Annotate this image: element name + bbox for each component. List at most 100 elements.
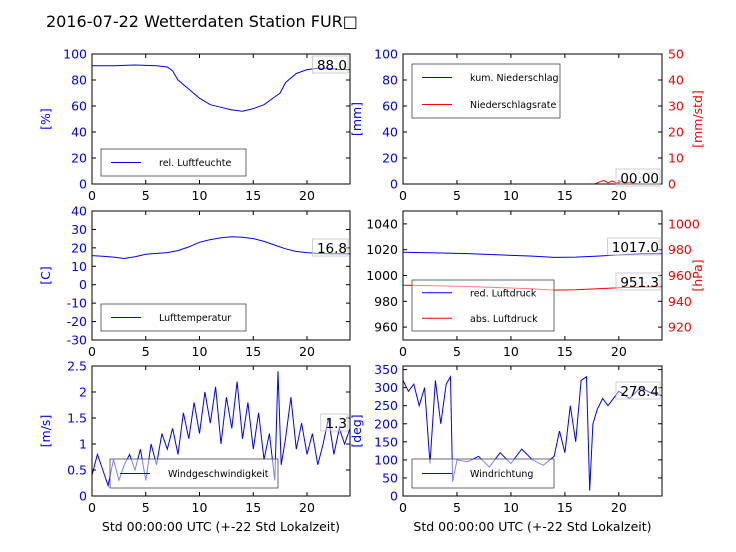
x-tick-label: 20 <box>611 500 627 515</box>
current-value: 1.3 <box>326 416 347 432</box>
y-tick-label: 100 <box>374 452 398 467</box>
y-axis-right-label: [mm/std] <box>690 90 705 148</box>
y-tick-label: 350 <box>374 362 398 377</box>
y-tick-label: -20 <box>67 314 87 329</box>
current-value: 278.4 <box>620 384 659 400</box>
y-tick-label: 1020 <box>366 242 398 257</box>
y-tick-label: 1.5 <box>67 411 87 426</box>
panel-precipitation: 0 5 10 15 20 0 20 40 60 80 100 0 10 20 30 40 50 [mm] [mm/s… <box>349 47 705 204</box>
x-tick-label: 15 <box>245 188 261 203</box>
y-tick-label: 960 <box>374 320 398 335</box>
x-tick-label: 20 <box>611 188 627 203</box>
current-value: 16.8 <box>317 241 347 257</box>
y-tick-label: 20 <box>382 151 398 166</box>
y-tick-right-label: 920 <box>668 320 692 335</box>
x-tick-label: 10 <box>503 344 519 359</box>
y-tick-label: 980 <box>374 294 398 309</box>
panel-temperature: 0 5 10 15 20 -30 -20 -10 0 10 20 30 40 [C] Lufttempera… <box>38 204 351 359</box>
current-value: 1017.0 <box>612 240 659 256</box>
legend-label: red. Luftdruck <box>470 288 537 299</box>
x-tick-label: 15 <box>557 188 573 203</box>
panel-humidity: 0 5 10 15 20 0 20 40 60 80 100 [%] rel. Luftfeuchte 8… <box>38 47 351 203</box>
y-tick-label: 0 <box>79 177 87 192</box>
y-axis-right-label: [hPa] <box>690 259 705 291</box>
y-tick-label: 20 <box>71 240 87 255</box>
series-line-temperature-0 <box>92 236 350 260</box>
x-tick-label: 20 <box>611 344 627 359</box>
current-value-box <box>320 413 349 432</box>
y-tick-right-label: 40 <box>668 73 684 88</box>
series-line-humidity-0 <box>92 64 350 112</box>
y-tick-label: 2 <box>79 385 87 400</box>
panel-pressure: 0 5 10 15 20 960 980 1000 1020 1040 920 940 960 980 10… <box>366 210 705 359</box>
x-tick-label: 20 <box>299 188 315 203</box>
y-tick-right-label: 960 <box>668 268 692 283</box>
y-tick-label: 100 <box>63 47 87 62</box>
current-value-box <box>607 237 661 256</box>
x-tick-label: 5 <box>142 188 150 203</box>
y-tick-label: 100 <box>374 47 398 62</box>
x-tick-label: 5 <box>142 500 150 515</box>
y-tick-label: 60 <box>71 99 87 114</box>
y-tick-label: 1000 <box>366 268 398 283</box>
y-tick-label: -10 <box>67 296 87 311</box>
legend-label: Lufttemperatur <box>159 313 231 324</box>
y-tick-right-label: 1000 <box>668 216 700 231</box>
current-value-box <box>615 381 661 400</box>
legend-label: abs. Luftdruck <box>470 314 538 325</box>
x-tick-label: 5 <box>453 188 461 203</box>
y-tick-label: 1 <box>79 437 87 452</box>
axes-frame <box>91 210 351 341</box>
x-tick-label: 10 <box>192 500 208 515</box>
panel-wind-speed: 0 5 10 15 20 0 0.5 1 1.5 2 2.5 [m/s] Std 00:00:00 UT… <box>38 359 351 534</box>
y-tick-label: 0 <box>79 489 87 504</box>
y-tick-label: 50 <box>382 470 398 485</box>
series-line-pressure-0 <box>403 251 662 258</box>
legend-box <box>411 279 555 332</box>
x-tick-label: 0 <box>88 344 96 359</box>
x-tick-label: 10 <box>192 188 208 203</box>
y-axis-label: [C] <box>38 266 53 284</box>
x-tick-label: 0 <box>399 344 407 359</box>
current-value-box <box>312 55 349 74</box>
x-tick-label: 15 <box>245 500 261 515</box>
x-tick-label: 20 <box>299 344 315 359</box>
current-value-box <box>312 238 349 257</box>
x-tick-label: 5 <box>453 500 461 515</box>
legend-label: Windgeschwindigkeit <box>168 469 269 480</box>
current-value: 00.00 <box>620 171 659 187</box>
x-tick-label: 10 <box>503 188 519 203</box>
legend-label: kum. Niederschlag <box>470 73 559 84</box>
y-tick-label: 200 <box>374 416 398 431</box>
axes-frame <box>402 53 663 185</box>
current-value-box <box>615 272 661 291</box>
y-tick-label: 0 <box>390 489 398 504</box>
axes-frame <box>91 365 351 497</box>
current-value: 951.3 <box>620 275 659 291</box>
x-tick-label: 20 <box>299 500 315 515</box>
legend-label: rel. Luftfeuchte <box>159 158 231 169</box>
y-tick-label: 2.5 <box>67 359 87 374</box>
y-tick-label: -30 <box>67 333 87 348</box>
axes-frame <box>91 53 351 185</box>
y-tick-label: 80 <box>71 73 87 88</box>
current-value: 88.0 <box>317 58 347 74</box>
y-tick-label: 40 <box>382 125 398 140</box>
legend-box <box>411 63 561 119</box>
x-tick-label: 0 <box>88 500 96 515</box>
y-tick-label: 0 <box>79 277 87 292</box>
y-tick-label: 1040 <box>366 216 398 231</box>
y-tick-right-label: 0 <box>668 177 676 192</box>
x-tick-label: 0 <box>399 500 407 515</box>
x-axis-label: Std 00:00:00 UTC (+-22 Std Lokalzeit) <box>413 519 651 534</box>
x-tick-label: 5 <box>142 344 150 359</box>
y-tick-label: 80 <box>382 73 398 88</box>
y-tick-right-label: 20 <box>668 125 684 140</box>
y-axis-label: [%] <box>38 108 53 130</box>
y-tick-label: 300 <box>374 380 398 395</box>
x-tick-label: 0 <box>88 188 96 203</box>
y-tick-label: 0 <box>390 177 398 192</box>
x-axis-label: Std 00:00:00 UTC (+-22 Std Lokalzeit) <box>102 519 340 534</box>
